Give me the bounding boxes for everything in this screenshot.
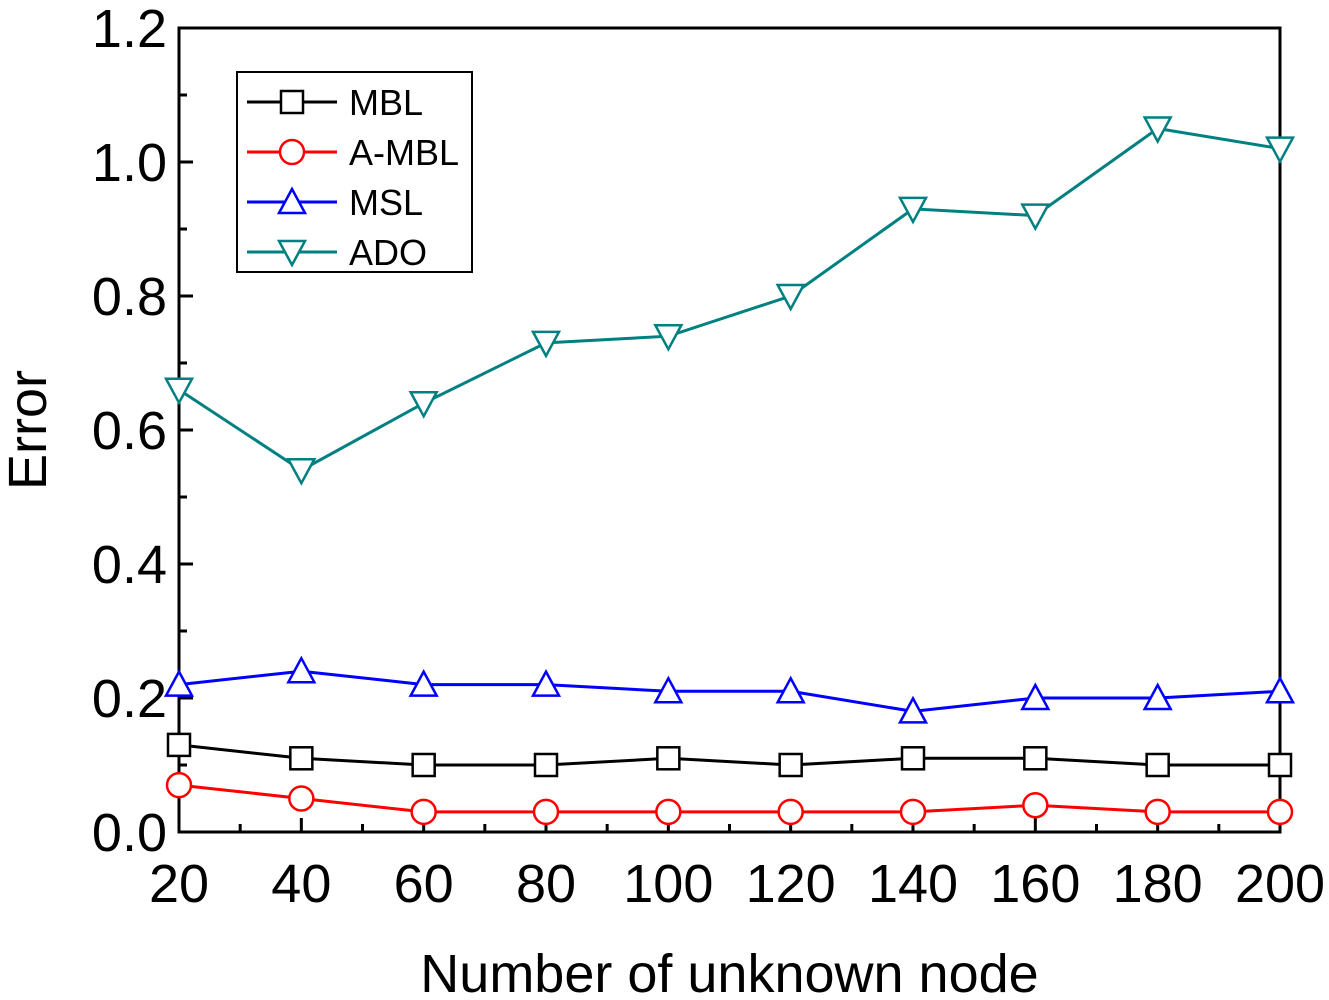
x-axis-title: Number of unknown node: [420, 944, 1038, 1000]
data-point-a-mbl: [165, 771, 193, 799]
data-point-msl: [1264, 675, 1296, 704]
x-tick-label: 100: [623, 854, 713, 914]
data-point-mbl: [411, 752, 436, 778]
data-point-a-mbl: [655, 798, 682, 826]
data-point-msl: [408, 668, 439, 697]
data-point-msl: [163, 668, 195, 697]
legend-box: [236, 71, 473, 273]
data-point-msl: [286, 655, 317, 684]
x-tick-label: 140: [868, 854, 958, 914]
data-point-a-mbl: [532, 798, 560, 826]
series-line-ado: [178, 126, 1281, 472]
legend-label: MSL: [349, 182, 423, 223]
data-point-msl: [1020, 682, 1051, 711]
series-a-mbl: [165, 771, 1294, 826]
y-tick-label: 1.0: [92, 133, 167, 193]
data-point-msl: [897, 695, 929, 724]
data-point-msl: [775, 675, 806, 704]
data-point-mbl: [1145, 752, 1170, 778]
data-point-ado: [1020, 203, 1051, 232]
legend: MBL A-MBL MSL ADO: [236, 71, 473, 273]
series-layer: [163, 116, 1296, 826]
series-msl: [163, 655, 1296, 724]
x-tick-label: 160: [990, 854, 1080, 914]
y-tick-label: 0.4: [92, 535, 167, 595]
x-tick-label: 200: [1235, 854, 1325, 914]
data-point-a-mbl: [410, 798, 437, 826]
y-tick-label: 0.2: [92, 669, 167, 729]
legend-marker: [279, 89, 305, 115]
data-point-mbl: [166, 732, 192, 758]
data-point-ado: [1264, 136, 1296, 165]
data-point-a-mbl: [1022, 791, 1049, 819]
data-point-ado: [653, 323, 684, 352]
data-point-mbl: [1267, 752, 1293, 778]
legend-item-msl: MSL: [247, 182, 423, 223]
data-point-a-mbl: [777, 798, 804, 826]
legend-item-ado: ADO: [247, 232, 427, 273]
data-point-ado: [1142, 116, 1173, 145]
x-tick-label: 60: [394, 854, 454, 914]
legend-item-mbl: MBL: [247, 82, 423, 123]
y-tick-label: 0.0: [92, 803, 167, 863]
y-tick-label: 1.2: [92, 0, 167, 59]
data-point-ado: [163, 377, 195, 406]
series-line-mbl: [178, 743, 1280, 767]
data-point-a-mbl: [1144, 798, 1171, 826]
data-point-ado: [408, 390, 439, 419]
legend-label: A-MBL: [349, 132, 459, 173]
axis-ticks: 20 40 60 80 100 120 140 160 180 200 0.0 0.2 0.4 0.6 0.…: [92, 0, 1325, 914]
data-point-msl: [530, 668, 562, 697]
y-axis-title: Error: [0, 370, 58, 490]
data-point-a-mbl: [288, 785, 315, 812]
x-tick-label: 80: [516, 854, 576, 914]
x-tick-label: 40: [271, 854, 331, 914]
data-point-ado: [897, 196, 929, 225]
data-point-a-mbl: [899, 798, 927, 826]
data-point-msl: [653, 675, 684, 704]
data-point-mbl: [289, 746, 314, 771]
data-point-a-mbl: [1266, 798, 1294, 826]
series-line-a-mbl: [178, 783, 1280, 814]
legend-marker: [276, 186, 308, 215]
data-point-msl: [1142, 682, 1173, 711]
data-point-ado: [775, 283, 806, 312]
legend-marker: [278, 138, 306, 166]
x-tick-label: 180: [1113, 854, 1203, 914]
data-point-ado: [286, 457, 317, 486]
data-point-ado: [530, 330, 562, 359]
legend-label: ADO: [349, 232, 427, 273]
series-mbl: [166, 732, 1293, 778]
data-point-mbl: [656, 746, 681, 771]
legend-marker: [276, 239, 308, 268]
legend-label: MBL: [349, 82, 423, 123]
data-point-mbl: [533, 752, 559, 778]
x-tick-label: 120: [746, 854, 836, 914]
legend-item-a-mbl: A-MBL: [247, 132, 459, 173]
data-point-mbl: [900, 746, 926, 771]
y-tick-label: 0.8: [92, 267, 167, 327]
x-tick-label: 20: [149, 854, 209, 914]
data-point-mbl: [778, 752, 803, 778]
data-point-mbl: [1023, 746, 1048, 771]
series-ado: [163, 116, 1296, 486]
y-tick-label: 0.6: [92, 401, 167, 461]
series-line-msl: [178, 669, 1281, 713]
